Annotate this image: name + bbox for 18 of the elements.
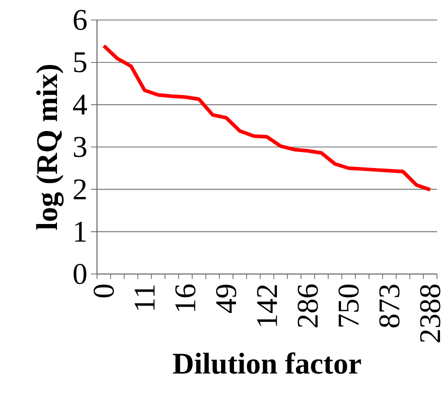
x-tick-label: 286 [298,284,318,328]
x-tick-label: 49 [216,284,236,313]
y-tick-label: 4 [73,94,88,115]
y-axis-title: log (RQ mix) [36,64,64,230]
y-tick-label: 0 [74,264,86,284]
y-tick-label: 2 [74,179,86,200]
x-tick-label: 142 [257,285,277,326]
y-tick-label: 1 [75,222,86,242]
x-tick-label: 750 [338,284,359,327]
y-tick-label: 3 [74,136,86,158]
x-tick-label: 2388 [420,284,440,342]
x-tick-label: 873 [379,284,400,328]
x-axis-title: Dilution factor [172,352,361,374]
y-tick-label: 5 [74,52,86,72]
x-tick-label: 16 [175,284,196,311]
x-tick-label: 0 [94,284,114,298]
x-tick-label: 11 [134,285,155,310]
y-tick-label: 6 [74,10,87,30]
